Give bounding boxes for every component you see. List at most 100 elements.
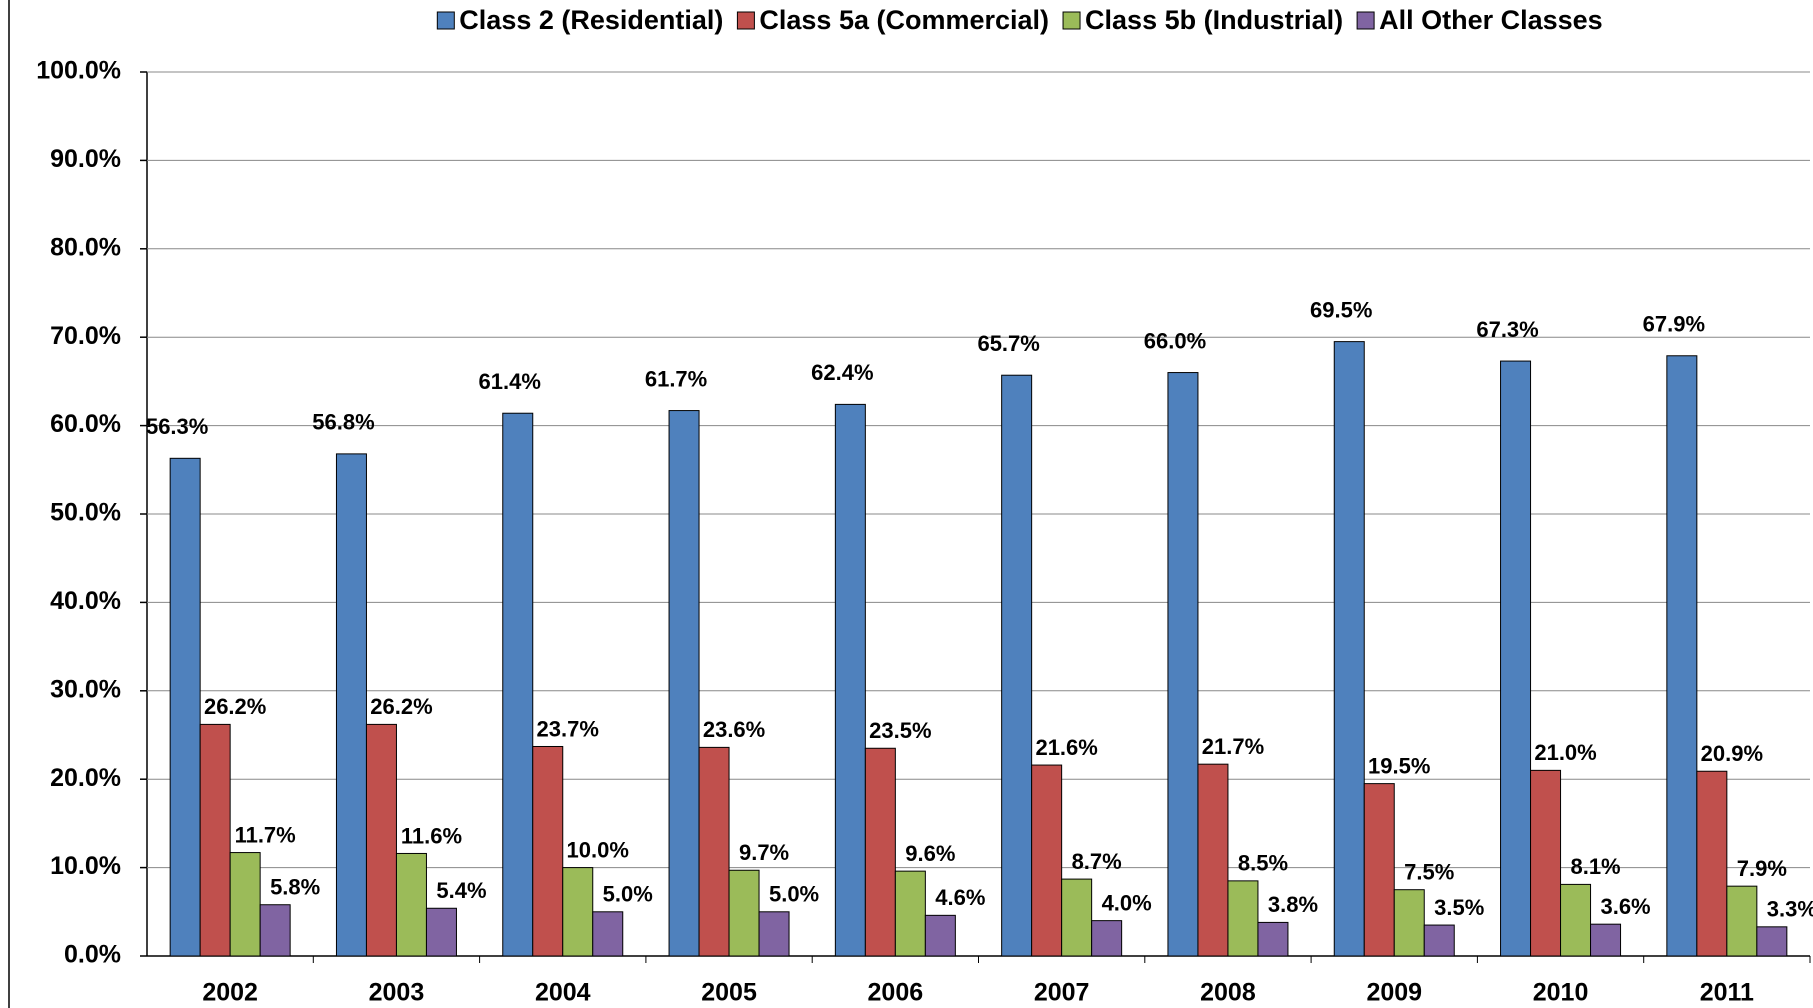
data-label: 4.6% [935, 885, 985, 910]
bar [1393, 889, 1425, 957]
bar [1167, 372, 1199, 957]
y-tick-label: 100.0% [36, 57, 121, 85]
data-label: 5.0% [603, 882, 653, 907]
legend-swatch [1356, 11, 1375, 30]
bar [229, 852, 261, 957]
x-tick-label: 2008 [1200, 979, 1256, 1007]
bar [924, 914, 956, 957]
bar [1227, 880, 1259, 957]
y-tick-label: 70.0% [50, 322, 121, 350]
bar [1756, 926, 1788, 957]
data-label: 9.7% [739, 840, 789, 865]
x-tick-label: 2002 [202, 979, 258, 1007]
y-tick-label: 0.0% [64, 941, 121, 969]
bar [1031, 764, 1063, 957]
y-tick-label: 60.0% [50, 410, 121, 438]
legend-label: Class 2 (Residential) [459, 5, 723, 35]
data-label: 5.4% [436, 878, 486, 903]
data-label: 3.8% [1268, 892, 1318, 917]
bar [425, 907, 457, 957]
x-tick-label: 2006 [868, 979, 924, 1007]
legend-label: All Other Classes [1379, 5, 1603, 35]
data-label: 21.0% [1534, 740, 1596, 765]
y-tick-label: 40.0% [50, 587, 121, 615]
bar [1530, 769, 1562, 957]
data-label: 21.7% [1202, 734, 1264, 759]
bar [169, 457, 201, 957]
data-label: 8.5% [1238, 851, 1288, 876]
bar [1666, 355, 1698, 957]
bar [1726, 885, 1758, 957]
data-label: 61.4% [479, 369, 541, 394]
data-label: 56.8% [312, 410, 374, 435]
data-label: 67.9% [1643, 312, 1705, 337]
bar [335, 453, 367, 957]
bar [395, 852, 427, 957]
legend-swatch [736, 11, 755, 30]
data-label: 20.9% [1701, 741, 1763, 766]
bar [259, 904, 291, 957]
bar [1001, 374, 1033, 957]
bar [532, 745, 564, 957]
bar [1257, 921, 1289, 957]
bar [834, 403, 866, 957]
data-label: 69.5% [1310, 297, 1372, 322]
data-label: 7.9% [1737, 856, 1787, 881]
bar [1061, 878, 1093, 957]
y-tick-label: 10.0% [50, 852, 121, 880]
data-label: 26.2% [370, 694, 432, 719]
bar [1696, 770, 1728, 957]
data-label: 23.7% [537, 716, 599, 741]
y-tick-label: 80.0% [50, 233, 121, 261]
data-label: 23.6% [703, 717, 765, 742]
bar [502, 412, 534, 957]
data-label: 65.7% [977, 331, 1039, 356]
data-label: 3.5% [1434, 895, 1484, 920]
data-label: 56.3% [146, 414, 208, 439]
bar [1560, 883, 1592, 957]
bar [592, 911, 624, 957]
bar [1197, 763, 1229, 957]
y-tick-label: 30.0% [50, 675, 121, 703]
bar [562, 867, 594, 957]
legend-label: Class 5a (Commercial) [759, 5, 1049, 35]
bar [894, 870, 926, 957]
bar [758, 911, 790, 957]
x-tick-label: 2011 [1700, 979, 1754, 1007]
x-tick-label: 2010 [1533, 979, 1589, 1007]
data-label: 9.6% [905, 841, 955, 866]
x-tick-label: 2004 [535, 979, 591, 1007]
legend-swatch [1062, 11, 1081, 30]
data-label: 26.2% [204, 694, 266, 719]
data-label: 66.0% [1144, 328, 1206, 353]
legend-swatch [436, 11, 455, 30]
bar [1091, 920, 1123, 957]
x-tick-label: 2005 [701, 979, 757, 1007]
x-tick-label: 2007 [1034, 979, 1090, 1007]
bar [668, 410, 700, 957]
bar [1423, 924, 1455, 957]
data-label: 67.3% [1476, 317, 1538, 342]
data-label: 4.0% [1102, 890, 1152, 915]
bar [1363, 783, 1395, 957]
y-tick-label: 50.0% [50, 499, 121, 527]
data-label: 8.1% [1570, 854, 1620, 879]
bar [698, 746, 730, 957]
data-label: 3.3% [1767, 897, 1813, 922]
data-label: 61.7% [645, 366, 707, 391]
data-label: 8.7% [1072, 849, 1122, 874]
bar [365, 723, 397, 957]
data-label: 19.5% [1368, 753, 1430, 778]
bar [1500, 360, 1532, 957]
bar [1333, 341, 1365, 957]
data-label: 5.8% [270, 875, 320, 900]
data-label: 62.4% [811, 360, 873, 385]
data-label: 11.6% [401, 823, 462, 848]
bar [199, 723, 231, 957]
data-label: 21.6% [1035, 735, 1097, 760]
data-label: 23.5% [869, 718, 931, 743]
data-label: 3.6% [1600, 894, 1650, 919]
data-label: 10.0% [567, 837, 629, 862]
y-tick-label: 90.0% [50, 145, 121, 173]
